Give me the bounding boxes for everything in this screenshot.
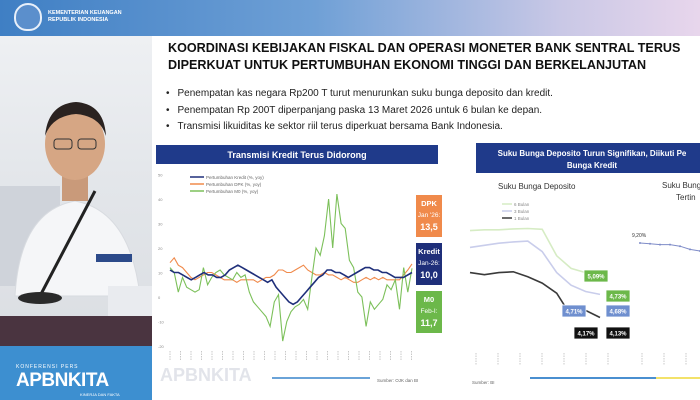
deposit-line-3-bulan [469,240,601,296]
desk [0,316,152,346]
credit-start-label: 9,20% [632,233,647,239]
callout-period: Feb-I: [421,308,438,315]
deposit-subtitle: Suku Bunga Deposito [498,182,576,191]
callout-value: 13,5 [420,222,438,232]
callout-value: 11,7 [420,318,437,328]
y-tick-label: -10 [158,320,165,325]
callout-box [416,291,442,333]
rate-label: 4,13% [609,332,627,338]
y-tick-label: 40 [158,197,163,202]
video-brand-bar [0,346,152,400]
legend-label: 3 Bulan [514,209,530,214]
y-tick-label: 10 [158,271,163,276]
chart-title-bar [476,143,700,173]
credit-subtitle-line1: Suku Bung [662,181,700,190]
rate-label-box [583,269,609,283]
deposit-rate-chart: Suku Bunga Deposito Turun Signifikan, Di… [469,143,700,385]
y-tick-label: 30 [158,222,163,227]
callout-label: Kredit [418,247,440,256]
glasses-left [53,138,73,150]
speaker-shirt [14,200,141,297]
chart-title-line2: Bunga Kredit [567,161,618,170]
ministry-line1: KEMENTERIAN KEUANGAN [48,10,122,16]
ministry-logo-icon [14,3,42,31]
speaker-face [45,108,105,180]
credit-rate-point [659,243,661,246]
rate-label-box [561,304,587,318]
name-badge [96,254,132,262]
credit-rate-point [669,243,671,246]
rate-label-box [605,326,631,340]
ministry-line2: REPUBLIK INDONESIA [48,17,109,23]
chart-title: Transmisi Kredit Terus Didorong [227,150,366,160]
credit-rate-point [689,248,691,251]
callout-label: M0 [424,295,434,304]
speaker-hair [45,102,106,136]
legend-label: 6 Bulan [514,202,530,207]
speaker-image [0,102,152,316]
ministry-name: KEMENTERIAN KEUANGAN REPUBLIK INDONESIA [48,10,122,24]
series-line-m0 [169,194,413,342]
series-line-dpk [169,256,413,283]
legend-label: Pertumbuhan DPK (%, yoy) [206,182,262,187]
slide-title: KOORDINASI KEBIJAKAN FISKAL DAN OPERASI … [168,40,698,74]
callout-box [416,243,442,285]
chart-title-bar [156,145,438,164]
slide-title-line1: KOORDINASI KEBIJAKAN FISKAL DAN OPERASI … [168,41,681,55]
slide-title-line2: DIPERKUAT UNTUK PERTUMBUHAN EKONOMI TING… [168,58,647,72]
watermark: APBNKITA [160,365,252,385]
legend-label: Pertumbuhan Kredit (%, yoy) [206,175,264,180]
legend-label: Pertumbuhan M0 (%, yoy) [206,189,259,194]
rate-label-box [573,326,599,340]
top-banner: KEMENTERIAN KEUANGAN REPUBLIK INDONESIA [0,0,700,36]
microphone-base [18,292,62,304]
rate-label-box [605,289,631,303]
brand-tagline: KINERJA DAN FAKTA [80,392,120,397]
callout-value: 10,0 [420,270,438,280]
callout-period: Jan '26: [418,212,441,219]
credit-subtitle-line2: Tertin [676,193,696,202]
source-note: Sumber: OJK dan BI [377,378,418,383]
nameplate [108,286,152,316]
callout-period: Jan-26: [418,260,440,267]
y-tick-label: 50 [158,173,163,178]
y-tick-label: 20 [158,246,163,251]
rate-label: 4,17% [577,332,595,338]
callout-box [416,195,442,237]
speaker-video: KONFERENSI PERS APBNKITA KINERJA DAN FAK… [0,36,152,400]
rate-label: 5,09% [587,275,605,281]
source-note: Sumber: BI [472,380,495,385]
rate-label: 4,73% [609,295,627,301]
apbnkita-logo: APBNKITA [16,370,109,391]
credit-transmission-chart: Transmisi Kredit Terus Didorong 50 40 30 20… [156,145,442,385]
legend-label: 1 Bulan [514,216,530,221]
credit-rate-point [679,245,681,248]
bullet-item: Transmisi likuiditas ke sektor riil teru… [166,119,553,136]
credit-rate-point [639,242,641,244]
rate-label: 4,68% [609,310,627,316]
callout-label: DPK [421,199,437,208]
y-tick-label: 0 [158,295,161,300]
deposit-line-6-bulan [469,227,601,278]
y-tick-label: -20 [158,344,165,349]
glasses-right [77,138,97,150]
event-label: KONFERENSI PERS [16,364,79,370]
bullet-item: Penempatan kas negara Rp200 T turut menu… [166,86,553,103]
microphone [38,190,97,297]
rate-label-box [605,304,631,318]
rate-label: 4,71% [565,310,583,316]
chart-title-line1: Suku Bunga Deposito Turun Signifikan, Di… [498,149,687,158]
bullet-list: Penempatan kas negara Rp200 T turut menu… [166,86,553,136]
bullet-item: Penempatan Rp 200T diperpanjang paska 13… [166,103,553,120]
series-line-kredit [169,264,413,306]
credit-rate-point [649,242,651,245]
